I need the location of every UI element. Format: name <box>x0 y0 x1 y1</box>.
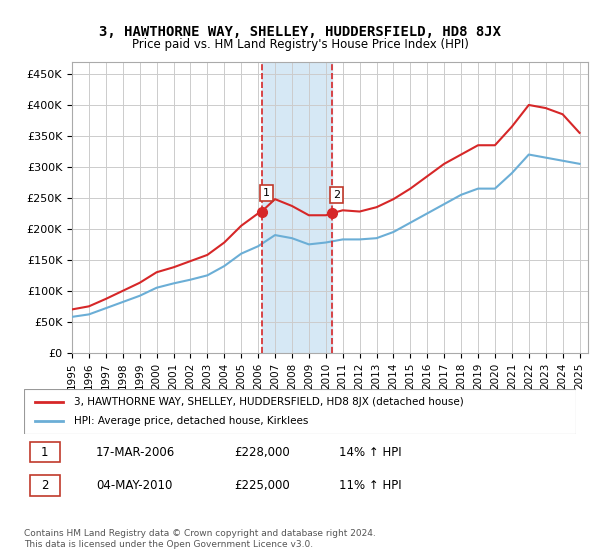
Text: 14% ↑ HPI: 14% ↑ HPI <box>338 446 401 459</box>
Text: HPI: Average price, detached house, Kirklees: HPI: Average price, detached house, Kirk… <box>74 417 308 427</box>
Text: 3, HAWTHORNE WAY, SHELLEY, HUDDERSFIELD, HD8 8JX (detached house): 3, HAWTHORNE WAY, SHELLEY, HUDDERSFIELD,… <box>74 396 463 407</box>
Bar <box>262 62 332 353</box>
Text: 11% ↑ HPI: 11% ↑ HPI <box>338 479 401 492</box>
FancyBboxPatch shape <box>29 442 60 463</box>
Text: Contains HM Land Registry data © Crown copyright and database right 2024.
This d: Contains HM Land Registry data © Crown c… <box>24 529 376 549</box>
FancyBboxPatch shape <box>24 389 576 434</box>
Text: 2: 2 <box>333 190 340 200</box>
Text: 2: 2 <box>41 479 48 492</box>
Text: Price paid vs. HM Land Registry's House Price Index (HPI): Price paid vs. HM Land Registry's House … <box>131 38 469 51</box>
Text: 17-MAR-2006: 17-MAR-2006 <box>96 446 175 459</box>
FancyBboxPatch shape <box>29 475 60 496</box>
Text: £225,000: £225,000 <box>234 479 290 492</box>
Text: 3, HAWTHORNE WAY, SHELLEY, HUDDERSFIELD, HD8 8JX: 3, HAWTHORNE WAY, SHELLEY, HUDDERSFIELD,… <box>99 25 501 39</box>
Text: 1: 1 <box>41 446 48 459</box>
Text: 1: 1 <box>263 188 270 198</box>
Text: 04-MAY-2010: 04-MAY-2010 <box>96 479 172 492</box>
Text: £228,000: £228,000 <box>234 446 290 459</box>
